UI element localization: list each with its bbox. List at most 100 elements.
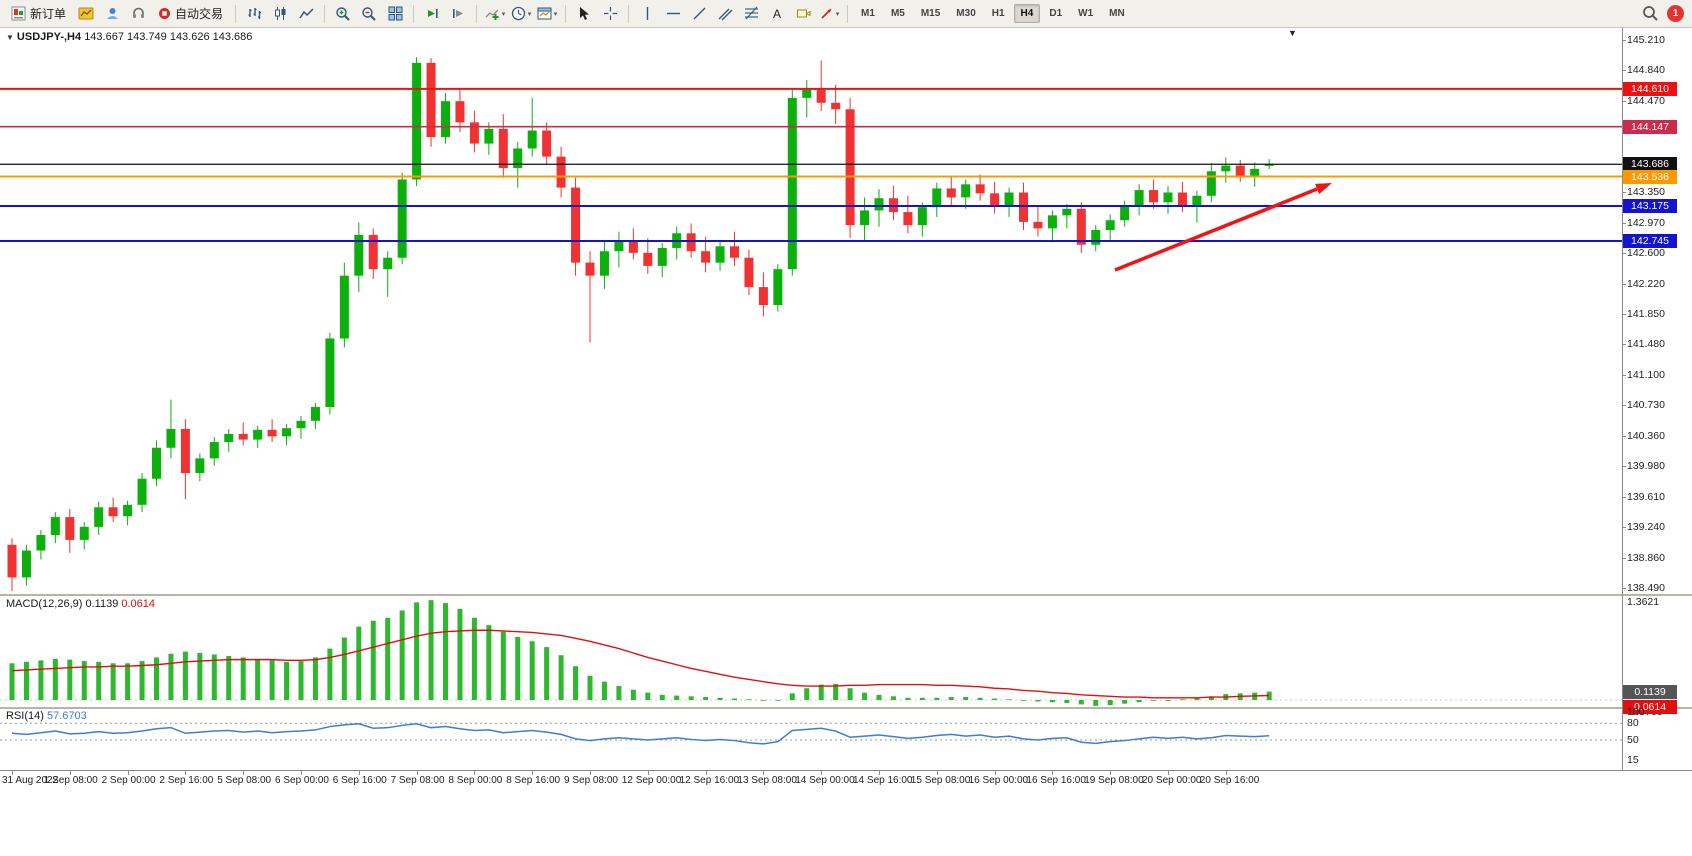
zoom-in-button[interactable] bbox=[331, 3, 355, 25]
new-order-icon bbox=[11, 6, 26, 21]
timeframe-button-H4[interactable]: H4 bbox=[1013, 4, 1041, 23]
time-axis[interactable]: 31 Aug 2022 1 Sep 08:00 2 Sep 00:00 2 Sep 1… bbox=[0, 771, 1622, 792]
profiles-button[interactable] bbox=[100, 3, 124, 25]
toolbar-separator bbox=[565, 4, 567, 23]
timeframe-button-M1[interactable]: M1 bbox=[861, 8, 875, 19]
rsi-scale-label: 50 bbox=[1627, 734, 1639, 746]
templates-button[interactable]: ▾ bbox=[535, 3, 559, 25]
time-axis-label: 16 Sep 00:00 bbox=[968, 775, 1029, 786]
price-axis[interactable]: 145.210144.840144.470144.100143.730143.3… bbox=[1622, 28, 1692, 792]
zoom-out-button[interactable] bbox=[357, 3, 381, 25]
timeframe-button-M15[interactable]: M15 bbox=[920, 8, 941, 19]
chevron-down-icon: ▾ bbox=[835, 10, 840, 18]
trend-arrow-shaft bbox=[1114, 187, 1318, 272]
toolbar-separator bbox=[628, 4, 630, 23]
new-chart-button[interactable] bbox=[74, 3, 98, 25]
auto-trading-icon bbox=[159, 8, 171, 19]
candle-bodies bbox=[7, 62, 1274, 578]
price-axis-tick bbox=[1622, 283, 1626, 285]
price-axis-label: 139.980 bbox=[1627, 460, 1665, 473]
macd-main-value-box: 0.1139 bbox=[1623, 685, 1677, 699]
templates-icon bbox=[537, 7, 552, 20]
search-icon[interactable] bbox=[1642, 5, 1659, 22]
channel-icon bbox=[718, 8, 732, 21]
chart-title: ▼ USDJPY-,H4 143.667 143.749 143.626 143.… bbox=[6, 31, 252, 43]
pane-splitter-macd[interactable] bbox=[0, 594, 1692, 596]
price-level-box-144.610: 144.610 bbox=[1623, 81, 1677, 96]
macd-histogram bbox=[9, 600, 1272, 706]
timeframe-button-D1[interactable]: D1 bbox=[1049, 8, 1063, 19]
cursor-tool-button[interactable] bbox=[572, 3, 596, 25]
label-tool-button[interactable] bbox=[791, 3, 815, 25]
periods-button[interactable]: ▾ bbox=[509, 3, 533, 25]
notification-badge[interactable]: 1 bbox=[1667, 5, 1684, 22]
toolbar-separator bbox=[413, 4, 415, 23]
candlestick-mode-button[interactable] bbox=[268, 3, 292, 25]
chevron-down-icon: ▾ bbox=[527, 10, 532, 18]
chart-symbol-label: USDJPY-,H4 bbox=[16, 31, 82, 43]
time-axis-label: 6 Sep 00:00 bbox=[275, 775, 329, 786]
arrows-tool-button[interactable]: ▾ bbox=[817, 3, 841, 25]
auto-trading-button[interactable]: 自动交易 bbox=[152, 3, 229, 25]
time-axis-label: 8 Sep 00:00 bbox=[448, 775, 503, 786]
price-axis-tick bbox=[1622, 527, 1626, 529]
time-axis-label: 1 Sep 08:00 bbox=[43, 775, 98, 786]
auto-scroll-button[interactable] bbox=[420, 3, 444, 25]
time-axis-label: 12 Sep 16:00 bbox=[679, 775, 740, 786]
horizontal-line-tool-button[interactable] bbox=[661, 3, 685, 25]
bar-chart-mode-button[interactable] bbox=[242, 3, 266, 25]
channel-tool-button[interactable] bbox=[713, 3, 737, 25]
trendline-tool-button[interactable] bbox=[687, 3, 711, 25]
text-icon: A bbox=[773, 7, 781, 21]
macd-pane[interactable] bbox=[0, 596, 1622, 707]
price-axis-tick bbox=[1622, 344, 1626, 346]
candle-wicks bbox=[11, 57, 1270, 592]
timeframe-button-W1[interactable]: W1 bbox=[1078, 8, 1094, 19]
timeframe-button-M5[interactable]: M5 bbox=[890, 8, 905, 19]
tile-windows-button[interactable] bbox=[383, 3, 407, 25]
time-axis-tick bbox=[185, 771, 187, 775]
price-axis-label: 142.600 bbox=[1627, 247, 1665, 260]
time-axis-label: 12 Sep 00:00 bbox=[621, 775, 682, 786]
timeframe-button-H1[interactable]: H1 bbox=[991, 8, 1005, 19]
price-level-box-143.536: 143.536 bbox=[1623, 169, 1677, 184]
time-axis-label: 2 Sep 00:00 bbox=[101, 775, 156, 786]
timeframe-button-M30[interactable]: M30 bbox=[956, 8, 976, 19]
macd-signal-line bbox=[11, 629, 1270, 699]
chart-shift-marker[interactable]: ▼ bbox=[1288, 28, 1297, 38]
time-axis-tick bbox=[243, 771, 245, 775]
line-chart-mode-button[interactable] bbox=[294, 3, 318, 25]
price-axis-label: 141.100 bbox=[1627, 368, 1665, 381]
time-axis-label: 5 Sep 08:00 bbox=[217, 775, 272, 786]
pane-splitter-rsi[interactable] bbox=[0, 707, 1692, 709]
timeframe-button-MN[interactable]: MN bbox=[1109, 8, 1125, 19]
price-level-box-143.686: 143.686 bbox=[1623, 157, 1677, 172]
time-axis-tick bbox=[301, 771, 302, 775]
text-tool-button[interactable]: A bbox=[765, 3, 789, 25]
time-axis-tick bbox=[358, 771, 360, 775]
rsi-pane[interactable] bbox=[0, 709, 1622, 770]
price-axis-tick bbox=[1622, 100, 1626, 102]
price-chart-pane[interactable] bbox=[0, 28, 1622, 594]
indicators-button[interactable]: ▾ bbox=[483, 3, 507, 25]
fibonacci-tool-button[interactable] bbox=[739, 3, 763, 25]
clock-icon bbox=[511, 6, 525, 21]
time-axis-label: 8 Sep 16:00 bbox=[506, 775, 561, 786]
crosshair-icon bbox=[603, 7, 617, 20]
timeframe-group: M1 M5 M15 M30 H1 H4 D1 W1 MN bbox=[853, 4, 1133, 23]
crosshair-tool-button[interactable] bbox=[598, 3, 622, 25]
toolbar-separator bbox=[476, 4, 478, 23]
time-axis-tick bbox=[69, 771, 71, 775]
price-axis-tick bbox=[1622, 70, 1626, 72]
chart-shift-button[interactable] bbox=[446, 3, 470, 25]
price-axis-label: 138.860 bbox=[1627, 551, 1665, 564]
market-depth-button[interactable] bbox=[126, 3, 150, 25]
vertical-line-tool-button[interactable] bbox=[635, 3, 659, 25]
new-order-button[interactable]: 新订单 bbox=[5, 3, 72, 25]
price-axis-tick bbox=[1622, 40, 1626, 41]
price-axis-label: 140.360 bbox=[1627, 429, 1665, 442]
candlestick-icon bbox=[274, 7, 286, 20]
cursor-icon bbox=[580, 7, 590, 20]
trend-arrow-head bbox=[1315, 183, 1332, 195]
